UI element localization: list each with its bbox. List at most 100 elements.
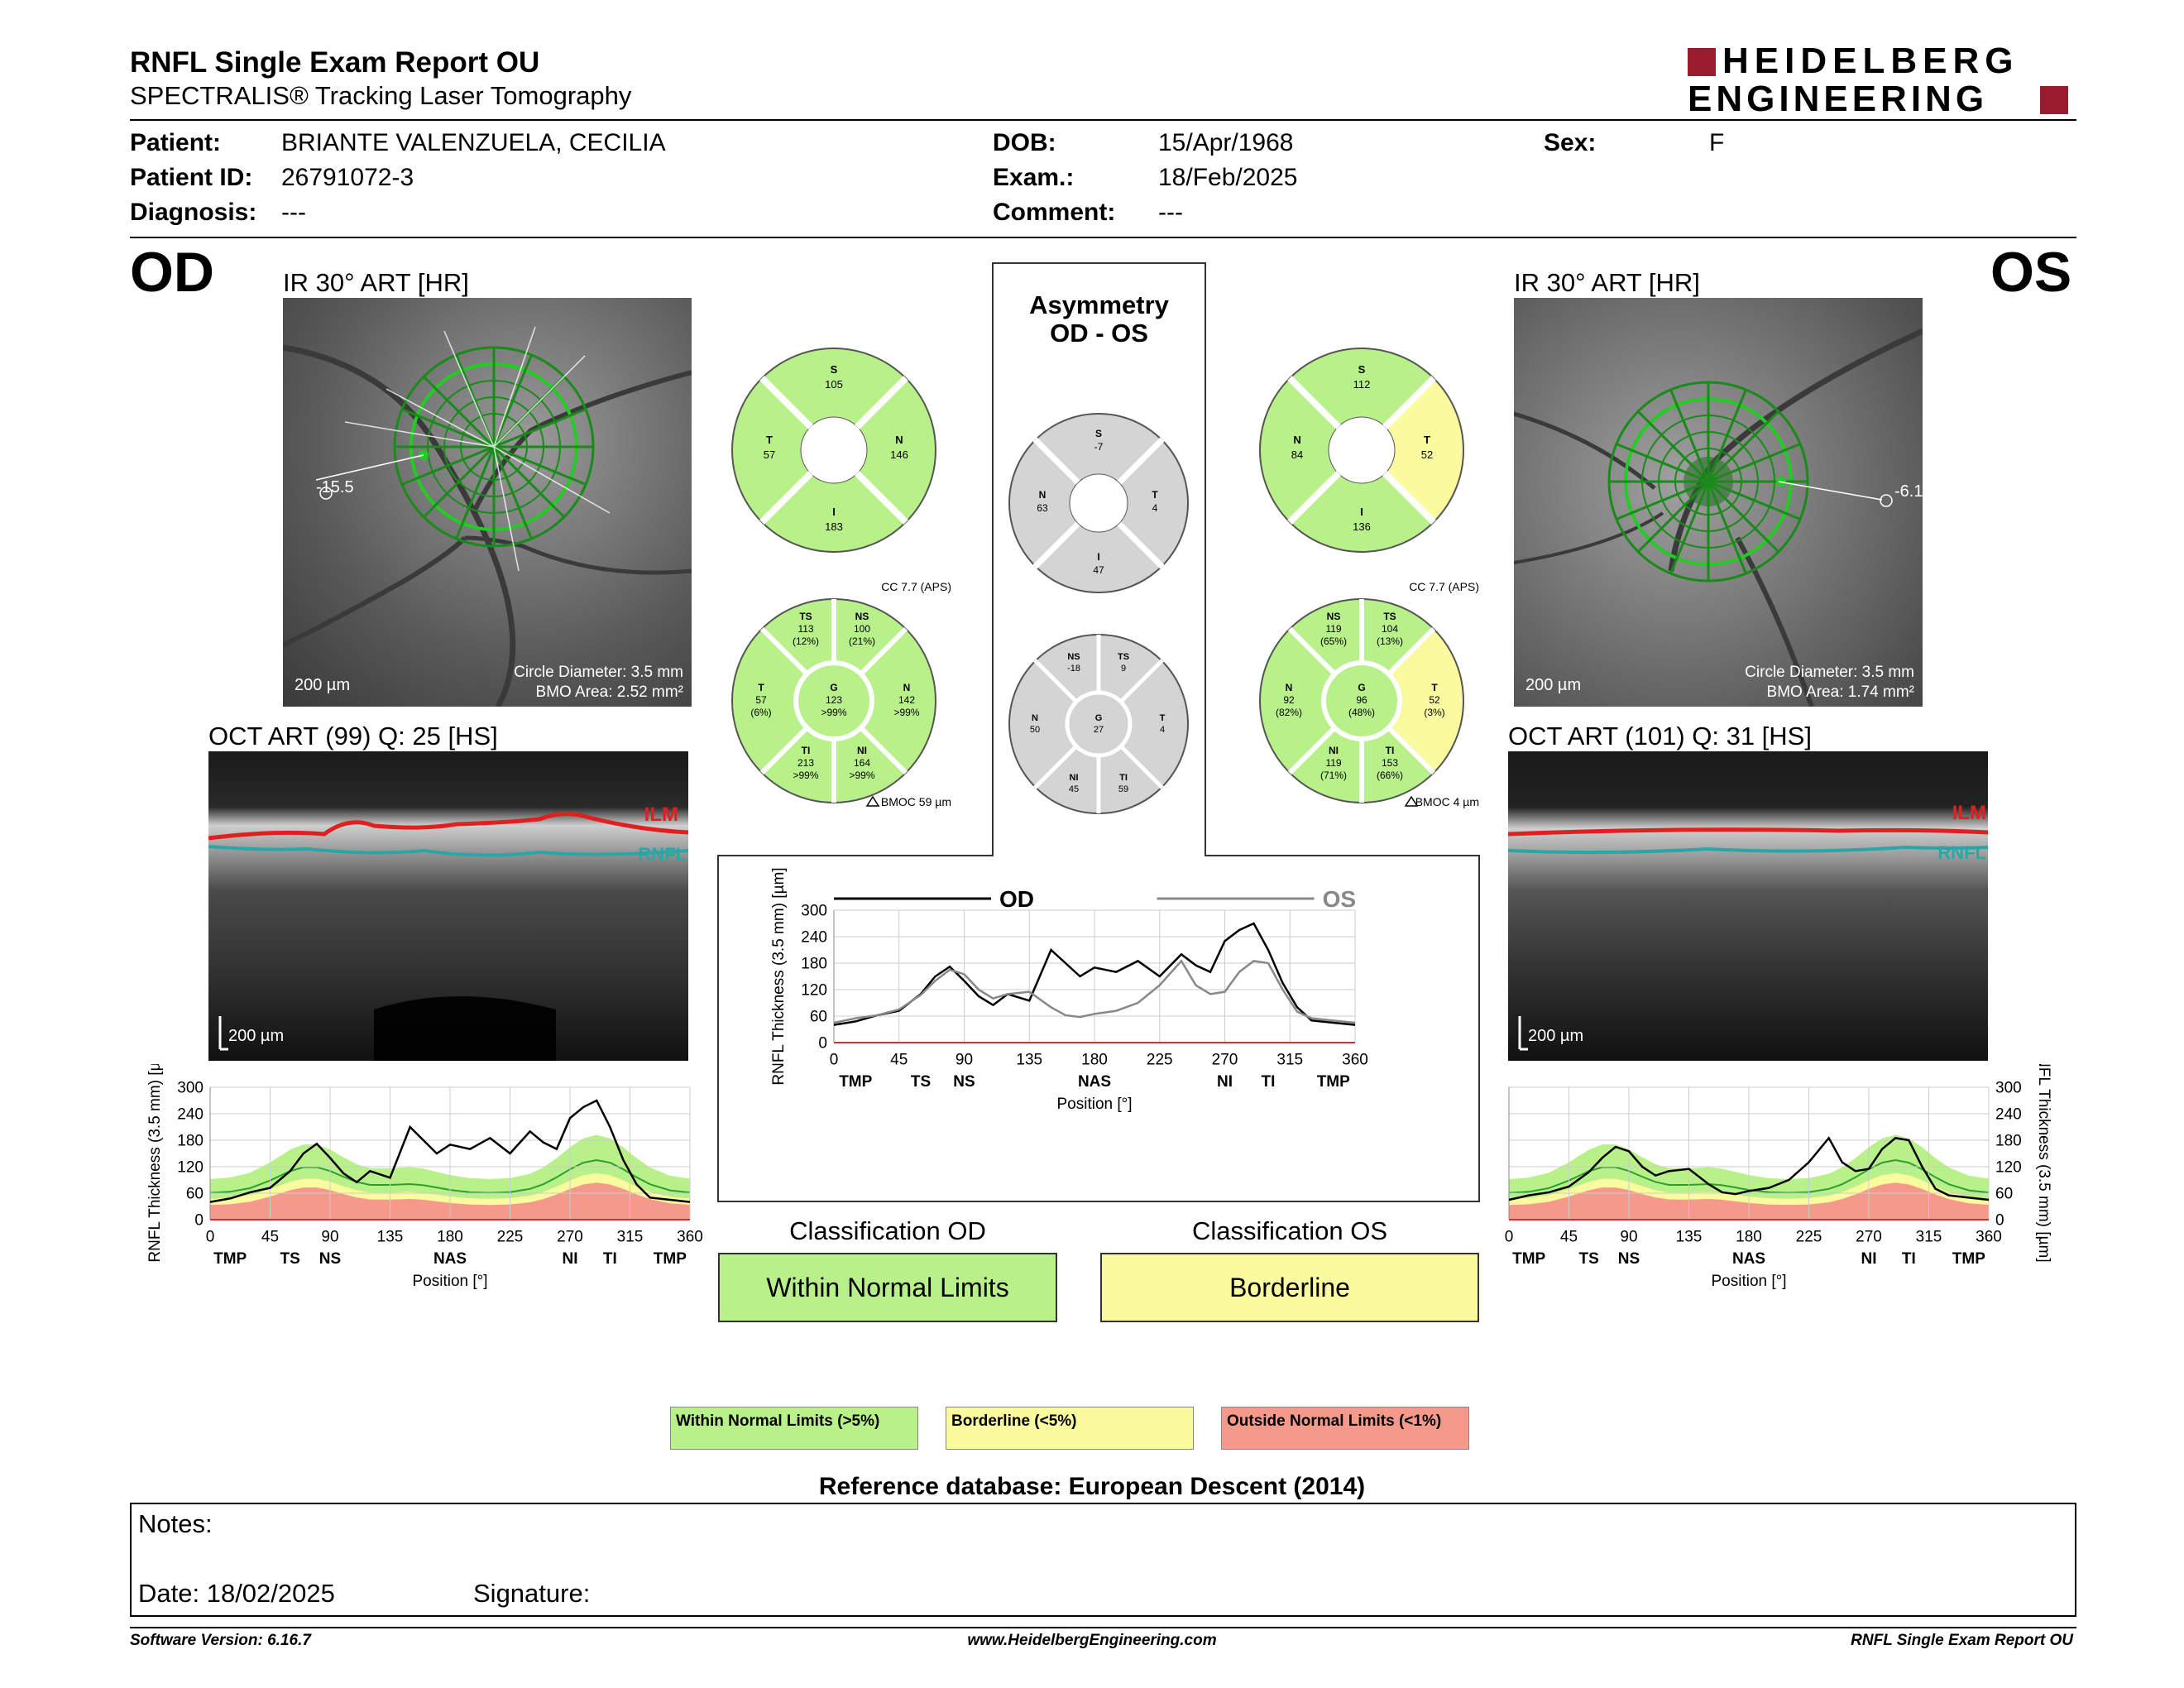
date-label: Date: 18/02/2025	[138, 1579, 335, 1608]
x-axis-title: Position [°]	[1711, 1273, 1786, 1290]
os-ilm-label: ILM	[1952, 802, 1986, 824]
x-axis-title: Position [°]	[1056, 1096, 1132, 1113]
od-fundus-overlay: -15.5 200 µm Circle Diameter: 3.5 mm BMO…	[283, 326, 692, 707]
od-s6-G-pct: >99%	[821, 707, 846, 718]
os-s6-G-pct: (48%)	[1348, 707, 1375, 718]
os-fundus-image: -6.1 200 µm Circle Diameter: 3.5 mm BMO …	[1514, 298, 1923, 707]
od-s4-S: 105	[825, 378, 843, 391]
svg-text:NS: NS	[1067, 652, 1080, 662]
os-ir-title: IR 30° ART [HR]	[1514, 268, 1700, 297]
x-tick-label: 135	[1676, 1229, 1703, 1246]
comment-value: ---	[1158, 199, 1183, 226]
os-s6-N-pct: (82%)	[1276, 707, 1302, 718]
os-fundus-overlay: -6.1 200 µm Circle Diameter: 3.5 mm BMO …	[1514, 328, 1923, 707]
os-classification-box: Borderline	[1100, 1253, 1479, 1322]
svg-text:TI: TI	[802, 745, 811, 756]
os-classification-value: Borderline	[1229, 1272, 1350, 1302]
company-logo: HEIDELBERG ENGINEERING	[1688, 43, 2070, 119]
svg-text:G: G	[1095, 713, 1103, 723]
os-s6-NS-val: 119	[1325, 623, 1341, 635]
os-circle-diameter: Circle Diameter: 3.5 mm	[1745, 664, 1914, 681]
svg-text:S: S	[831, 363, 838, 376]
patient-id-label: Patient ID:	[130, 164, 253, 191]
x-tick-label: 0	[830, 1052, 839, 1069]
os-ir-scale: 200 µm	[1525, 676, 1581, 694]
os-s6-TI-pct: (66%)	[1377, 770, 1403, 781]
svg-text:T: T	[1431, 682, 1438, 693]
y-tick-label: 120	[177, 1159, 204, 1177]
y-axis-title: RNFL Thickness (3.5 mm) [µm]	[2035, 1064, 2052, 1263]
os-s6-N-val: 92	[1283, 694, 1295, 706]
os-rnfl-label: RNFL	[1937, 842, 1986, 863]
sector-label: TMP	[213, 1250, 247, 1268]
od-s4-I: 183	[825, 520, 843, 533]
dob-value: 15/Apr/1968	[1158, 129, 1294, 156]
notes-box[interactable]: Notes: Date: 18/02/2025 Signature:	[130, 1503, 2076, 1617]
series-line-os	[1508, 1136, 1990, 1201]
dob-label: DOB:	[993, 129, 1056, 156]
legend-bl-text: Borderline (<5%)	[951, 1412, 1077, 1430]
sector-label: TI	[1262, 1073, 1276, 1091]
x-tick-label: 270	[557, 1229, 583, 1246]
y-tick-label: 240	[801, 929, 827, 947]
svg-text:NS: NS	[1327, 611, 1341, 622]
os-rnfl-chart: 0 60 120 180 240 300 0 45 90 135 180 225 270 315 360 TM…	[1505, 1064, 2052, 1290]
comment-label: Comment:	[993, 199, 1116, 226]
x-tick-label: 225	[1796, 1229, 1822, 1246]
od-circle-diameter: Circle Diameter: 3.5 mm	[514, 664, 683, 681]
svg-text:T: T	[1152, 489, 1158, 501]
patient-name: BRIANTE VALENZUELA, CECILIA	[281, 129, 666, 156]
y-tick-label: 60	[1995, 1186, 2013, 1203]
x-tick-label: 180	[1081, 1052, 1108, 1069]
sector-label: TMP	[1512, 1250, 1545, 1268]
os-s4-S: 112	[1353, 378, 1371, 391]
legend-onl: Outside Normal Limits (<1%)	[1221, 1407, 1469, 1450]
asym-s6-T: 4	[1160, 725, 1165, 735]
od-s6-TS-pct: (12%)	[793, 635, 819, 647]
x-tick-label: 360	[1342, 1052, 1368, 1069]
asym-s6-N: 50	[1030, 725, 1040, 735]
od-oct-scale: 200 µm	[228, 1027, 284, 1045]
od-fundus-image: -15.5 200 µm Circle Diameter: 3.5 mm BMO…	[283, 298, 692, 707]
asym-s4-N: 63	[1037, 502, 1048, 514]
os-cc-label: CC 7.7 (APS)	[1409, 580, 1479, 593]
y-tick-label: 180	[177, 1133, 204, 1150]
y-tick-label: 60	[186, 1186, 204, 1203]
svg-text:TS: TS	[1118, 652, 1129, 662]
sector-label: TS	[911, 1073, 931, 1091]
od-rnfl-label: RNFL	[638, 844, 687, 865]
sex-label: Sex:	[1544, 129, 1597, 156]
x-tick-label: 315	[1276, 1052, 1303, 1069]
website-link[interactable]: www.HeidelbergEngineering.com	[967, 1632, 1217, 1649]
diagnosis-label: Diagnosis:	[130, 199, 257, 226]
series-line-od	[209, 1099, 691, 1203]
x-tick-label: 0	[206, 1229, 215, 1246]
os-oct-image: ILM RNFL 200 µm	[1508, 751, 1988, 1061]
od-s6-N-pct: >99%	[893, 707, 919, 718]
od-s6-NI-val: 164	[854, 757, 870, 769]
x-tick-label: 180	[1736, 1229, 1762, 1246]
os-oct-title: OCT ART (101) Q: 31 [HS]	[1508, 722, 1812, 750]
svg-text:T: T	[758, 682, 764, 693]
os-s4-N: 84	[1291, 448, 1303, 461]
logo-text-bottom: ENGINEERING	[1688, 79, 1989, 119]
sector-label: TI	[603, 1250, 617, 1268]
x-tick-label: 270	[1856, 1229, 1882, 1246]
od-s6-TI-val: 213	[797, 757, 814, 769]
svg-text:TI: TI	[1386, 745, 1395, 756]
asym-s6-TS: 9	[1121, 664, 1126, 674]
os-s6-NS-pct: (65%)	[1320, 635, 1347, 647]
y-tick-label: 0	[818, 1035, 827, 1053]
patient-label: Patient:	[130, 129, 222, 156]
svg-text:I: I	[1360, 506, 1363, 518]
legend-wnl-text: Within Normal Limits (>5%)	[676, 1412, 880, 1430]
od-s6-TI-pct: >99%	[793, 770, 818, 781]
asym-s4-S: -7	[1094, 441, 1104, 453]
od-cc-label: CC 7.7 (APS)	[881, 580, 951, 593]
svg-text:I: I	[832, 506, 836, 518]
os-bmoc-label: BMOC 4 µm	[1415, 795, 1479, 808]
